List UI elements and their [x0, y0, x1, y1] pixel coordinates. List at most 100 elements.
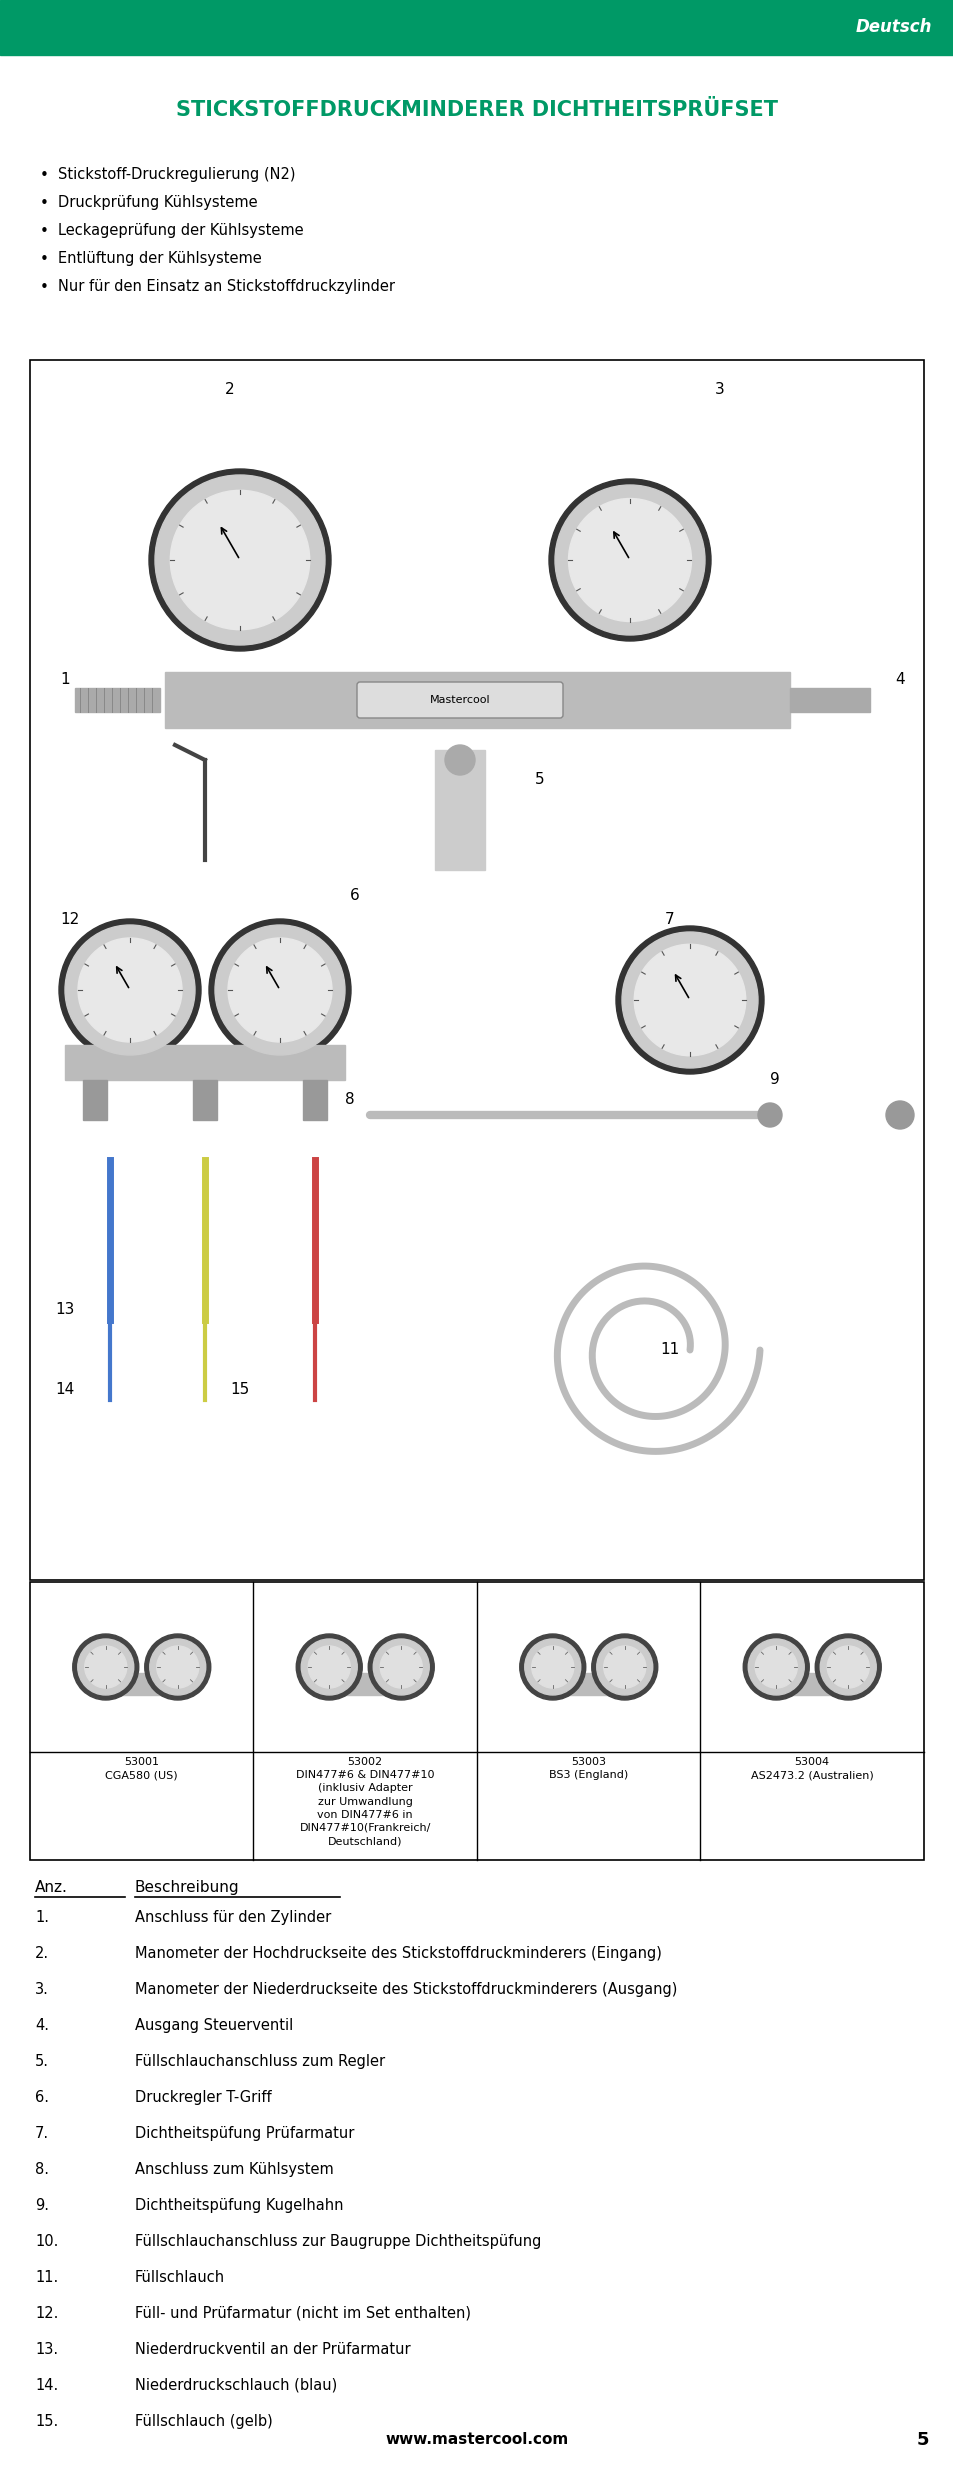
Bar	[165, 672, 789, 729]
Bar	[0, 0, 953, 54]
Bar	[320, 1672, 410, 1694]
Text: Mastercool: Mastercool	[429, 694, 490, 704]
Bar	[543, 1672, 633, 1694]
Text: •: •	[40, 168, 49, 183]
Circle shape	[555, 484, 704, 635]
Text: •: •	[40, 252, 49, 267]
Text: 5: 5	[916, 2430, 928, 2448]
Bar	[30, 1581, 923, 1860]
Circle shape	[85, 1645, 127, 1687]
Circle shape	[77, 1640, 133, 1694]
Text: 53002
DIN477#6 & DIN477#10
(inklusiv Adapter
zur Umwandlung
von DIN477#6 in
DIN4: 53002 DIN477#6 & DIN477#10 (inklusiv Ada…	[295, 1756, 434, 1845]
Circle shape	[742, 1635, 808, 1699]
Circle shape	[444, 746, 475, 776]
Text: 12: 12	[60, 911, 79, 929]
Text: 11.: 11.	[35, 2270, 58, 2285]
Text: Anschluss für den Zylinder: Anschluss für den Zylinder	[135, 1909, 331, 1924]
FancyBboxPatch shape	[356, 682, 562, 719]
Text: 8.: 8.	[35, 2161, 49, 2176]
Bar	[83, 1079, 107, 1119]
Bar	[193, 1079, 216, 1119]
Text: 7.: 7.	[35, 2127, 49, 2141]
Text: STICKSTOFFDRUCKMINDERER DICHTHEITSPRÜFSET: STICKSTOFFDRUCKMINDERER DICHTHEITSPRÜFSE…	[175, 99, 778, 121]
Text: Ausgang Steuerventil: Ausgang Steuerventil	[135, 2018, 293, 2033]
Circle shape	[308, 1645, 350, 1687]
Text: 2.: 2.	[35, 1946, 49, 1961]
Text: Niederdruckventil an der Prüfarmatur: Niederdruckventil an der Prüfarmatur	[135, 2342, 410, 2356]
Text: •: •	[40, 222, 49, 240]
Text: 4.: 4.	[35, 2018, 49, 2033]
Text: 53003
BS3 (England): 53003 BS3 (England)	[549, 1756, 628, 1781]
Text: •: •	[40, 279, 49, 294]
Circle shape	[368, 1635, 434, 1699]
Text: 53004
AS2473.2 (Australien): 53004 AS2473.2 (Australien)	[750, 1756, 873, 1781]
Circle shape	[150, 1640, 206, 1694]
Bar	[96, 1672, 187, 1694]
Bar	[75, 689, 160, 711]
Bar	[435, 751, 484, 869]
Circle shape	[603, 1645, 645, 1687]
Circle shape	[568, 499, 691, 622]
Text: Deutsch: Deutsch	[855, 17, 931, 37]
Text: 10.: 10.	[35, 2233, 58, 2250]
Circle shape	[519, 1635, 585, 1699]
Text: 11: 11	[659, 1344, 679, 1358]
Text: Füllschlauch: Füllschlauch	[135, 2270, 225, 2285]
Circle shape	[820, 1640, 876, 1694]
Text: Füllschlauch (gelb): Füllschlauch (gelb)	[135, 2413, 273, 2428]
Circle shape	[209, 919, 351, 1062]
Text: 14: 14	[55, 1383, 74, 1398]
Text: 12.: 12.	[35, 2307, 58, 2322]
Text: 5.: 5.	[35, 2055, 49, 2070]
Text: Entlüftung der Kühlsysteme: Entlüftung der Kühlsysteme	[58, 252, 261, 267]
Text: Niederdruckschlauch (blau): Niederdruckschlauch (blau)	[135, 2379, 337, 2393]
Circle shape	[228, 939, 332, 1042]
Circle shape	[524, 1640, 580, 1694]
Text: Dichtheitspüfung Prüfarmatur: Dichtheitspüfung Prüfarmatur	[135, 2127, 354, 2141]
Circle shape	[747, 1640, 803, 1694]
Text: Leckageprüfung der Kühlsysteme: Leckageprüfung der Kühlsysteme	[58, 222, 303, 240]
Circle shape	[65, 924, 194, 1055]
Circle shape	[531, 1645, 573, 1687]
Text: 1: 1	[60, 672, 70, 687]
Text: 10: 10	[890, 1104, 908, 1116]
Text: Manometer der Hochdruckseite des Stickstoffdruckminderers (Eingang): Manometer der Hochdruckseite des Stickst…	[135, 1946, 661, 1961]
Circle shape	[214, 924, 345, 1055]
Text: •: •	[40, 195, 49, 210]
Bar	[65, 1045, 345, 1079]
Bar	[789, 689, 869, 711]
Text: 14.: 14.	[35, 2379, 58, 2393]
Text: 9: 9	[769, 1072, 780, 1087]
Text: 15: 15	[230, 1383, 250, 1398]
Circle shape	[755, 1645, 797, 1687]
Circle shape	[78, 939, 182, 1042]
Text: 4: 4	[894, 672, 903, 687]
Circle shape	[156, 1645, 198, 1687]
Text: 5: 5	[535, 773, 544, 788]
Text: 6: 6	[350, 887, 359, 902]
Circle shape	[758, 1104, 781, 1126]
Text: Dichtheitspüfung Kugelhahn: Dichtheitspüfung Kugelhahn	[135, 2198, 343, 2213]
Text: 1.: 1.	[35, 1909, 49, 1924]
Circle shape	[154, 474, 325, 645]
Circle shape	[149, 469, 331, 652]
Text: 3.: 3.	[35, 1981, 49, 1998]
Text: Füll- und Prüfarmatur (nicht im Set enthalten): Füll- und Prüfarmatur (nicht im Set enth…	[135, 2307, 471, 2322]
Text: Manometer der Niederdruckseite des Stickstoffdruckminderers (Ausgang): Manometer der Niederdruckseite des Stick…	[135, 1981, 677, 1998]
Circle shape	[296, 1635, 362, 1699]
Text: 15.: 15.	[35, 2413, 58, 2428]
Bar	[766, 1672, 857, 1694]
Circle shape	[301, 1640, 356, 1694]
Text: 53001
CGA580 (US): 53001 CGA580 (US)	[106, 1756, 178, 1781]
Text: 2: 2	[225, 383, 234, 398]
Text: 6.: 6.	[35, 2090, 49, 2104]
Text: Anschluss zum Kühlsystem: Anschluss zum Kühlsystem	[135, 2161, 334, 2176]
Circle shape	[72, 1635, 138, 1699]
Circle shape	[591, 1635, 657, 1699]
Circle shape	[145, 1635, 211, 1699]
Text: 7: 7	[664, 911, 674, 929]
Text: Stickstoff-Druckregulierung (N2): Stickstoff-Druckregulierung (N2)	[58, 168, 295, 183]
Text: Druckregler T-Griff: Druckregler T-Griff	[135, 2090, 272, 2104]
Circle shape	[373, 1640, 429, 1694]
Text: 8: 8	[345, 1092, 355, 1107]
